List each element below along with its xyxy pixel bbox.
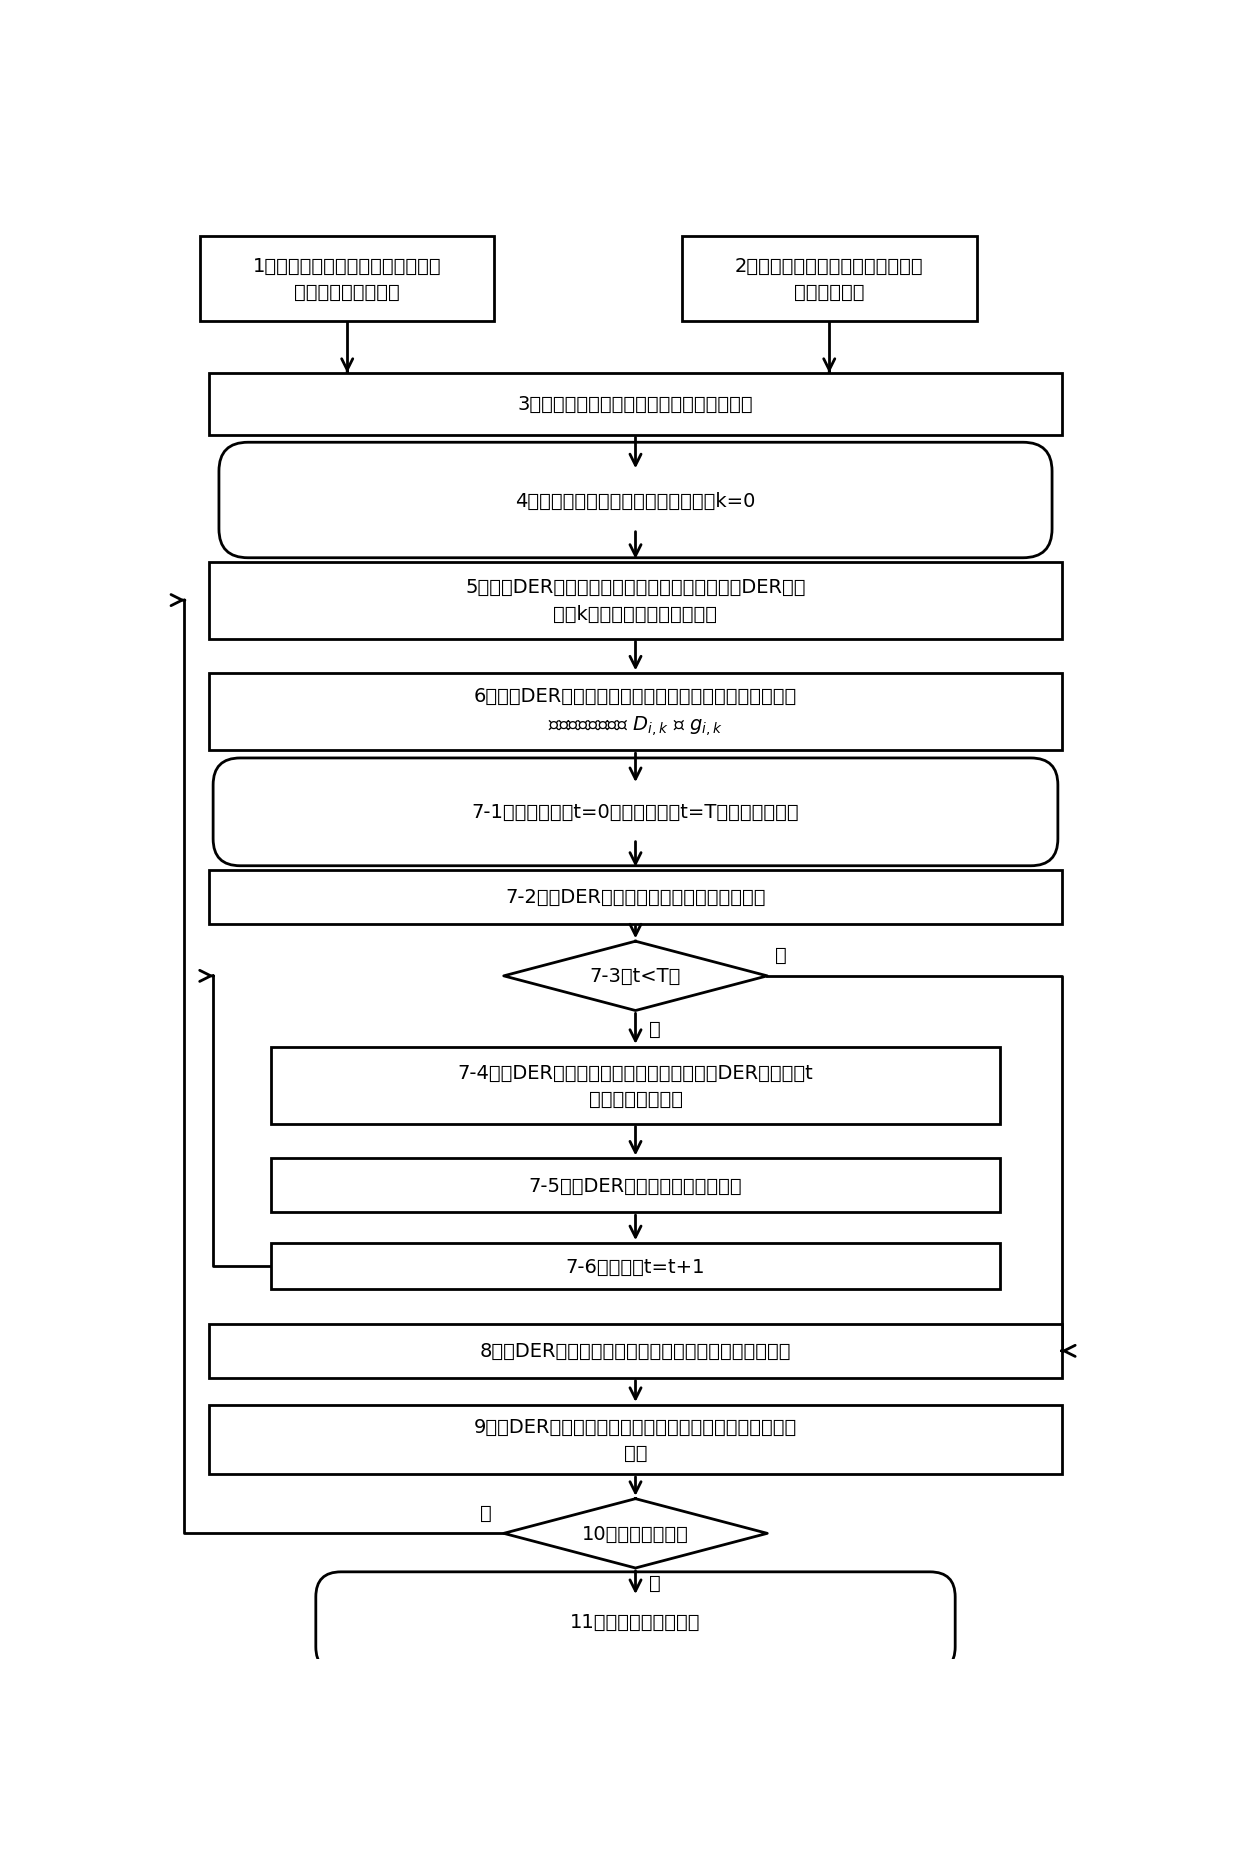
Text: 否: 否 — [480, 1502, 492, 1523]
Text: 9）各DER计算有功率输出调整量，根据是否越限调整功率
输出: 9）各DER计算有功率输出调整量，根据是否越限调整功率 输出 — [474, 1417, 797, 1463]
FancyBboxPatch shape — [213, 759, 1058, 867]
Text: 3）设定分布式发电单元之间的通信系数矩阵: 3）设定分布式发电单元之间的通信系数矩阵 — [517, 395, 754, 414]
Text: 10）频率已稳定？: 10）频率已稳定？ — [582, 1525, 689, 1543]
FancyBboxPatch shape — [316, 1571, 955, 1672]
Text: 5）所有DER与在电气拓扑上与其直接相连的其它DER交换
在第k步的发电成本微增率信息: 5）所有DER与在电气拓扑上与其直接相连的其它DER交换 在第k步的发电成本微增… — [465, 578, 806, 624]
Text: 7-1）令递推步骤t=0，设定终止步t=T，递推过程开始: 7-1）令递推步骤t=0，设定终止步t=T，递推过程开始 — [471, 803, 800, 822]
Bar — [210, 675, 1061, 751]
Text: 7-2）各DER计算各自牛顿方向的递推初始值: 7-2）各DER计算各自牛顿方向的递推初始值 — [505, 887, 766, 906]
Text: 是: 是 — [650, 1020, 661, 1038]
Text: 7-4）各DER与在拓扑上与其直接相连的其它DER交换在第t
步递推的牛顿方向: 7-4）各DER与在拓扑上与其直接相连的其它DER交换在第t 步递推的牛顿方向 — [458, 1062, 813, 1109]
Bar — [210, 375, 1061, 436]
Polygon shape — [503, 1499, 768, 1568]
Bar — [272, 1048, 999, 1124]
Text: 11）一次调频过程结束: 11）一次调频过程结束 — [570, 1612, 701, 1631]
Bar — [210, 1323, 1061, 1377]
Text: 7-5）各DER执行牛顿方向递推计算: 7-5）各DER执行牛顿方向递推计算 — [528, 1176, 743, 1195]
Polygon shape — [503, 941, 768, 1010]
Text: 4）一次调频过程开始，设定起始步数k=0: 4）一次调频过程开始，设定起始步数k=0 — [516, 492, 755, 511]
Bar — [210, 563, 1061, 639]
Bar — [272, 1243, 999, 1290]
Text: 否: 否 — [775, 945, 786, 966]
Text: 7-3）t<T？: 7-3）t<T？ — [590, 967, 681, 986]
Text: 1）建立分布式发电单元的发电成本
函数及其微增率函数: 1）建立分布式发电单元的发电成本 函数及其微增率函数 — [253, 257, 441, 302]
FancyBboxPatch shape — [219, 444, 1052, 559]
Bar — [210, 1405, 1061, 1474]
Bar — [272, 1159, 999, 1213]
Bar — [200, 237, 495, 321]
Bar — [210, 870, 1061, 925]
Text: 是: 是 — [650, 1573, 661, 1592]
Text: 7-6）递推步t=t+1: 7-6）递推步t=t+1 — [565, 1256, 706, 1277]
Bar — [682, 237, 977, 321]
Text: 6）所有DER测量相邻两步之间的频率变化，并计算求牛顿
方向所需要的参数 $D_{i,k}$ 和 $g_{i,k}$: 6）所有DER测量相邻两步之间的频率变化，并计算求牛顿 方向所需要的参数 $D_… — [474, 686, 797, 738]
Text: 8）各DER执行本地牛顿迭代，计算新的发电成本微增率: 8）各DER执行本地牛顿迭代，计算新的发电成本微增率 — [480, 1342, 791, 1361]
Text: 2）设定分布式发电单元的有功功率
输出限制约束: 2）设定分布式发电单元的有功功率 输出限制约束 — [735, 257, 924, 302]
